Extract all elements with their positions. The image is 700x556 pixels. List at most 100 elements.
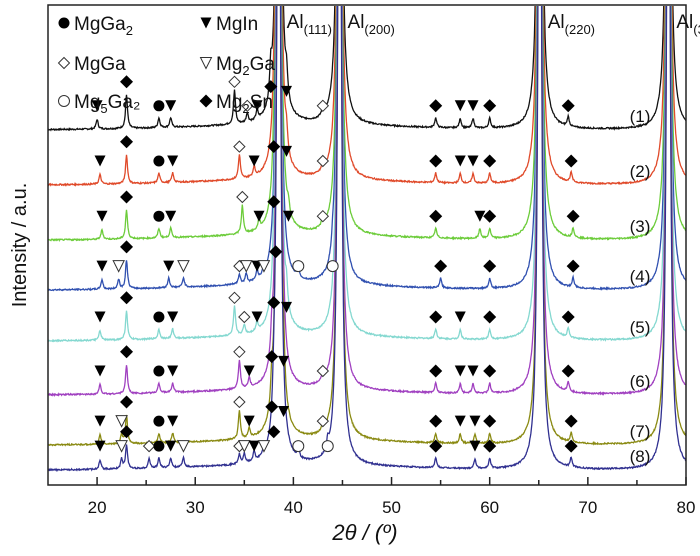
x-tick-label: 50 [382,498,401,517]
mgin-marker [94,365,106,377]
mgin-marker [200,17,212,29]
mgin-marker [94,415,106,427]
mg2sn-marker [561,99,575,113]
mgin-marker [243,365,255,377]
mgga-marker [316,154,330,168]
mgin-marker [278,355,290,367]
mgin-marker [469,440,481,452]
mg2sn-marker [566,209,580,223]
series-label: (4) [630,267,651,286]
mg2sn-marker [429,154,443,168]
legend-label: MgIn [216,14,258,35]
mg2ga-marker [257,260,271,273]
series-label: (6) [630,372,651,391]
mgin-marker [253,210,265,222]
mgga-marker [233,140,246,153]
mg2ga-marker [112,260,125,273]
mgin-marker [94,155,106,167]
mgga-marker [228,75,241,89]
mgin-marker [454,100,466,112]
al-peak-label: Al(111) [287,12,332,37]
y-axis-label: Intensity / a.u. [9,183,31,308]
mgin-marker [167,155,179,167]
legend-label: Mg2Sn [216,92,273,116]
mgga2-marker [153,415,165,427]
mg2sn-marker [483,154,497,168]
mgin-marker [167,415,179,427]
mgga2-marker [153,440,165,452]
mgin-marker [281,145,293,157]
mg2sn-marker [429,364,443,378]
mg2sn-marker [429,414,443,428]
mg2sn-marker [265,350,279,364]
mgin-marker [167,365,179,377]
mg5ga2-marker [58,95,70,107]
mgin-marker [282,210,294,222]
mgga2-marker [58,17,70,29]
mgin-marker [167,311,179,323]
x-tick-label: 40 [284,498,303,517]
mg2sn-marker [429,310,443,324]
mgin-marker [278,406,290,418]
legend-label: MgGa [74,54,126,75]
mg5ga2-marker [292,260,305,273]
mg2sn-marker [267,425,281,439]
x-tick-label: 70 [578,498,597,517]
mg2sn-marker [120,190,134,204]
series-line-3 [48,6,686,243]
series-line-1 [48,6,686,132]
legend-label: Mg2Ga [216,54,275,78]
mgin-marker [467,100,479,112]
series-label: (2) [630,162,651,181]
series-label: (8) [630,447,651,466]
mg2ga-marker [199,57,213,70]
mg5ga2-marker [321,440,334,453]
mg2sn-marker [434,259,448,273]
mg2sn-marker [429,209,443,223]
mgin-marker [248,155,260,167]
mg2ga-marker [115,415,128,428]
mgga-marker [316,364,330,378]
al-peak-label: Al(220) [548,12,595,37]
mg2sn-marker [199,94,213,108]
mg2sn-marker [120,240,134,254]
mgga2-marker [153,311,165,323]
mg2sn-marker [483,99,497,113]
mg2sn-marker [267,195,281,209]
mg2sn-marker [429,439,443,453]
mg2sn-marker [483,364,497,378]
series-line-2 [48,6,686,187]
mg2sn-marker [120,345,134,359]
mgin-marker [251,100,263,112]
mg2ga-marker [257,440,271,453]
al-peak-label: Al(200) [348,12,395,37]
mg2ga-marker [115,440,128,453]
mgga-marker [236,190,249,204]
mgin-marker [454,155,466,167]
mg2ga-marker [177,440,190,453]
mgga2-marker [153,210,165,222]
mgin-marker [454,365,466,377]
mg2sn-marker [561,364,575,378]
mg2sn-marker [483,209,497,223]
mgga-marker [316,209,330,223]
mg2sn-marker [120,395,134,409]
mgga-marker [142,439,156,453]
mg2ga-marker [177,260,190,273]
mgga-marker [57,56,71,70]
mgga-marker [238,310,251,324]
al-peak-label: Al(311) [676,12,700,37]
mgga-marker [233,395,246,409]
x-tick-label: 20 [88,498,107,517]
mg2sn-marker [564,414,578,428]
mg2sn-marker [564,154,578,168]
mgin-marker [467,155,479,167]
mg5ga2-marker [292,440,305,453]
mg2sn-marker [429,99,443,113]
mgin-marker [467,365,479,377]
x-axis-label: 2θ / (º) [331,520,397,545]
mg2sn-marker [120,75,134,89]
mg2ga-marker [237,440,251,453]
mg2sn-marker [483,259,497,273]
mgin-marker [251,311,263,323]
